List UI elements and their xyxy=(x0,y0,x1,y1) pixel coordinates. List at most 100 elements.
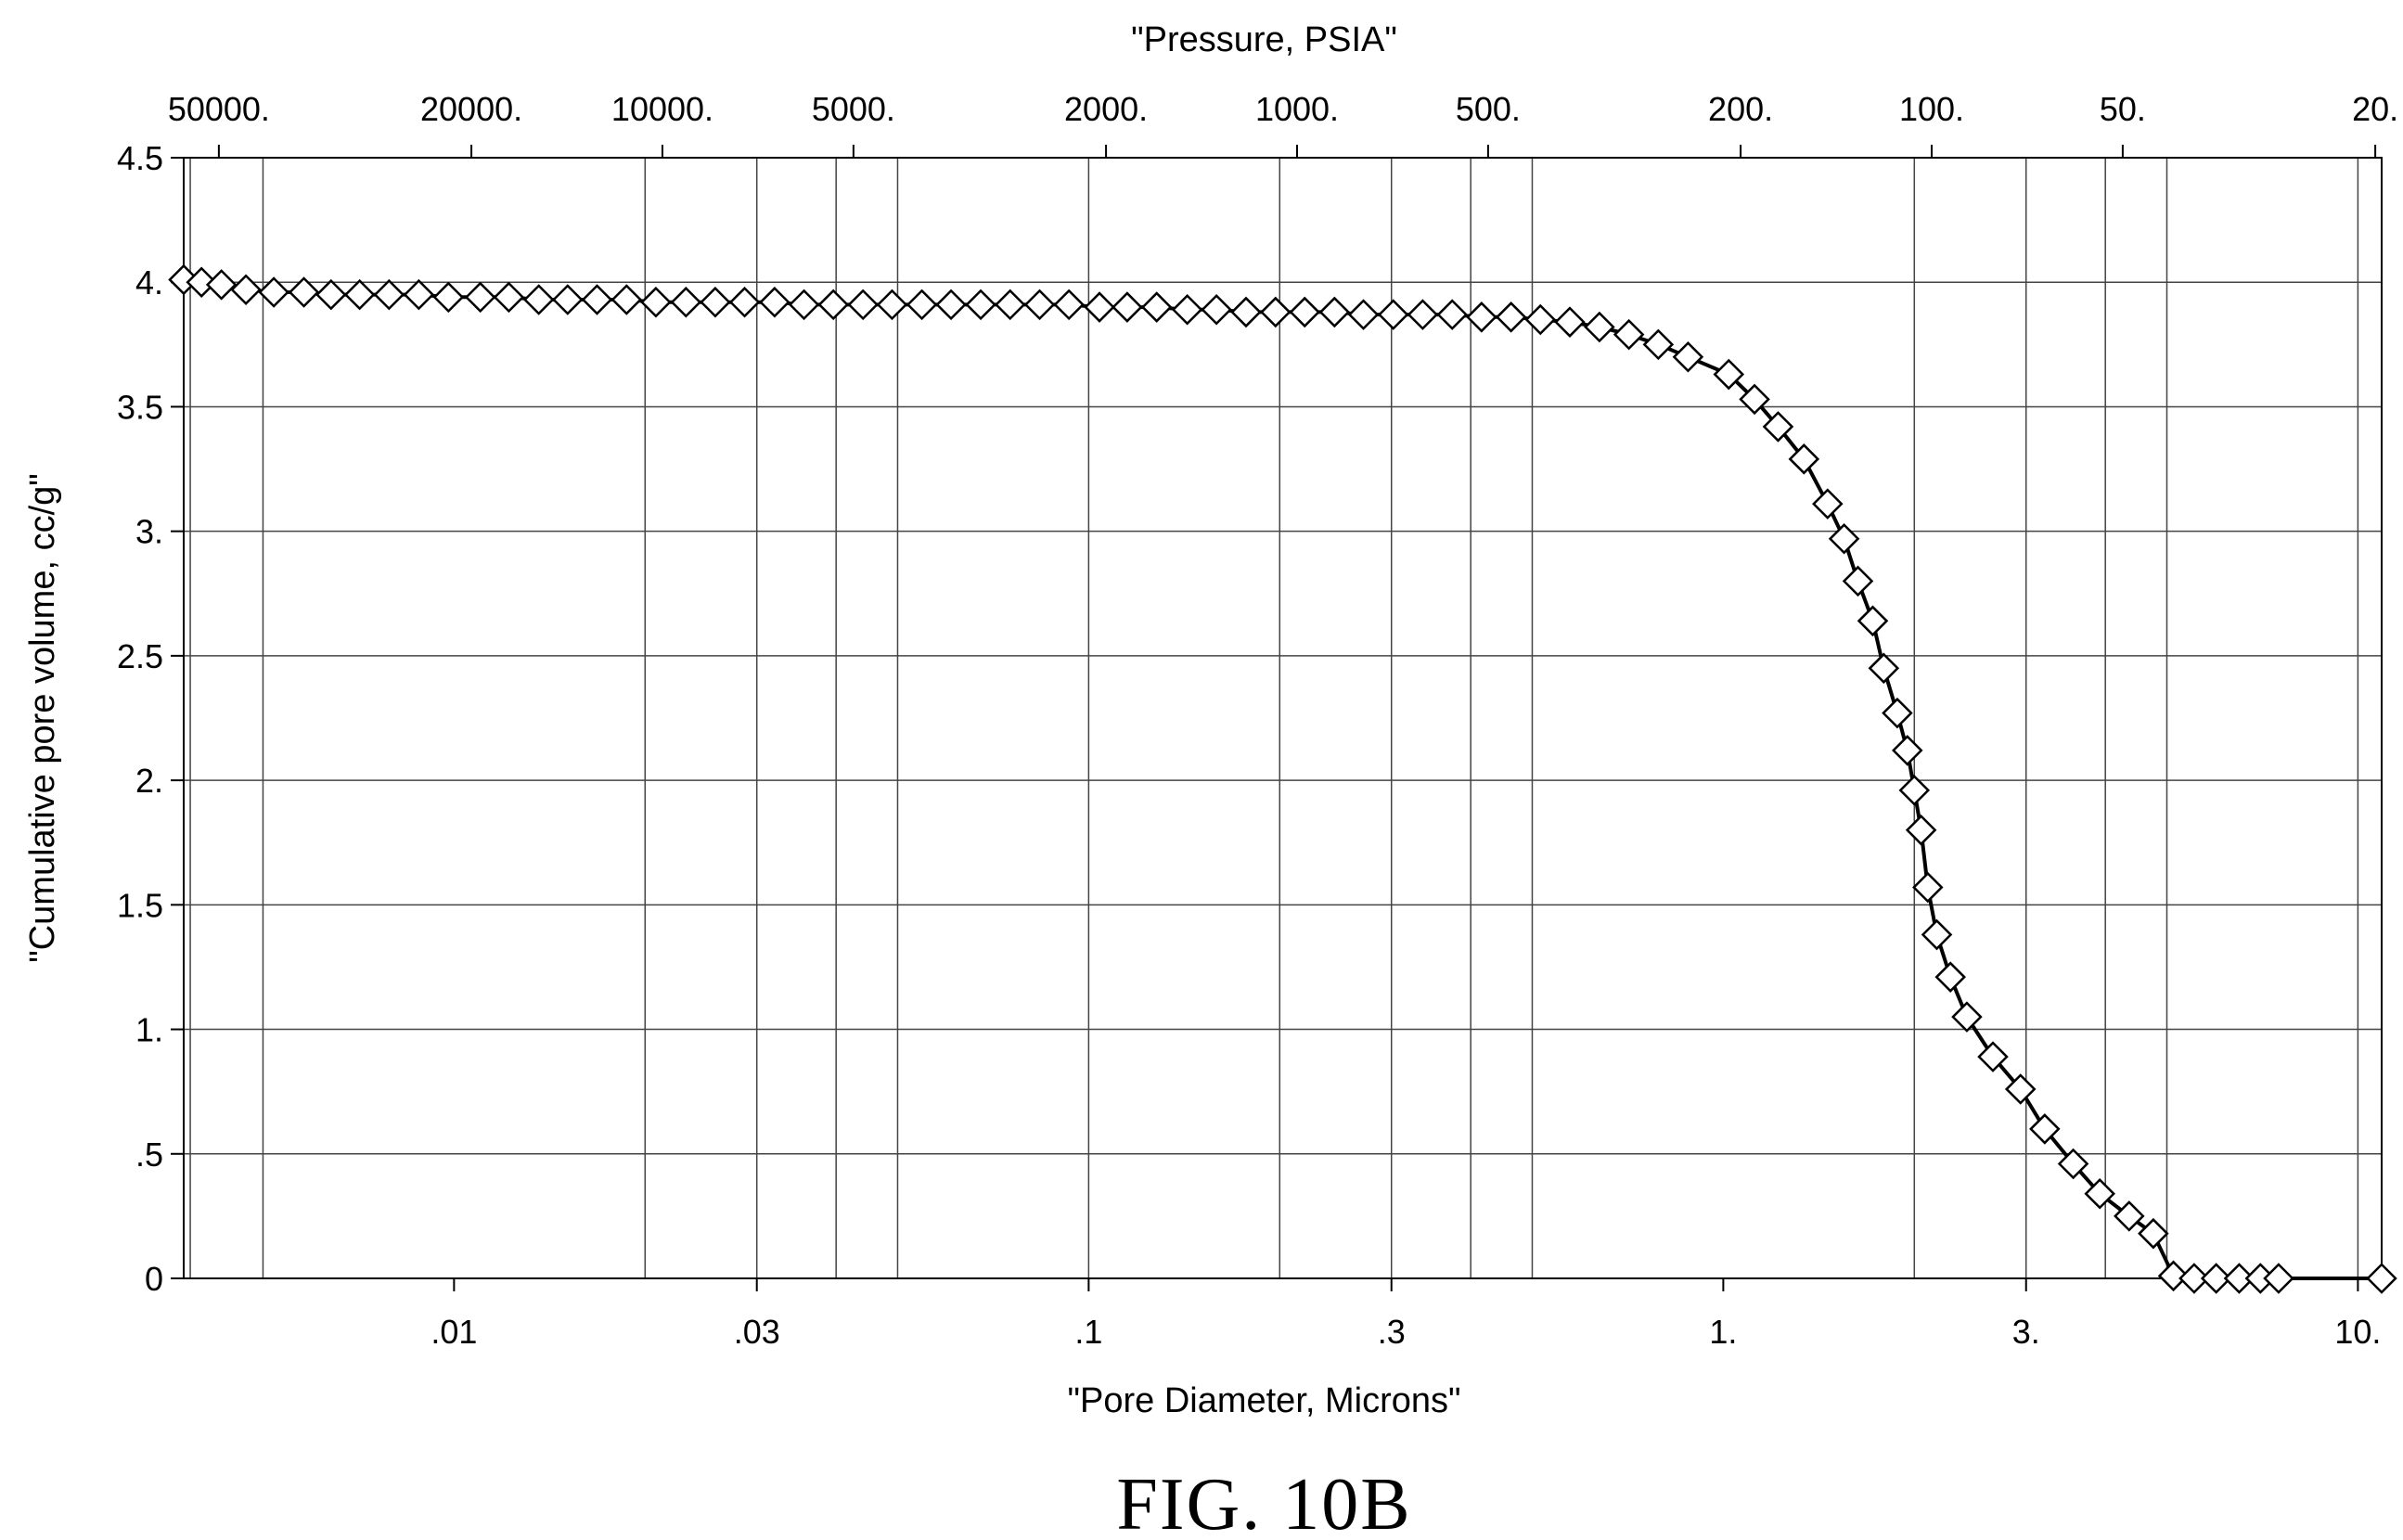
y-axis-title: "Cumulative pore volume, cc/g" xyxy=(23,473,62,963)
data-point-marker xyxy=(258,276,289,308)
data-point-marker xyxy=(670,286,702,318)
data-point-marker xyxy=(935,289,967,321)
x-tick-label: 3. xyxy=(2012,1313,2040,1351)
data-point-marker xyxy=(876,289,908,321)
x2-tick-label: 1000. xyxy=(1255,90,1339,128)
y-tick-label: 4. xyxy=(135,263,163,302)
x-tick-label: 1. xyxy=(1709,1313,1737,1351)
data-point-marker xyxy=(788,289,820,321)
data-point-marker xyxy=(1921,918,1953,951)
data-point-marker xyxy=(581,284,613,315)
data-point-marker xyxy=(2223,1263,2255,1294)
x-tick-label: .03 xyxy=(734,1313,780,1351)
top-axis-title: "Pressure, PSIA" xyxy=(1131,20,1397,59)
data-point-marker xyxy=(728,286,761,318)
data-point-marker xyxy=(186,266,217,298)
data-point-marker xyxy=(2263,1263,2294,1294)
data-point-marker xyxy=(965,289,996,321)
data-point-marker xyxy=(700,286,731,318)
data-point-marker xyxy=(1140,291,1173,323)
data-point-marker xyxy=(315,278,347,311)
data-point-marker xyxy=(1112,291,1143,323)
data-point-marker xyxy=(1377,299,1409,330)
data-point-marker xyxy=(1905,815,1937,846)
data-point-marker xyxy=(2157,1260,2190,1292)
data-point-marker xyxy=(1230,296,1262,328)
data-point-marker xyxy=(1842,565,1874,597)
data-point-marker xyxy=(288,276,320,308)
axes: 0 .5 1. 1.5 2. 2.5 3. 3.5 4. 4.5 .01 .03 .1 .3 1. 3. 10.… xyxy=(117,90,2398,1351)
data-point-marker xyxy=(205,269,238,301)
x2-tick-label: 20000. xyxy=(420,90,522,128)
data-point-marker xyxy=(1882,697,1913,729)
data-point-marker xyxy=(2029,1113,2061,1145)
x2-tick-label: 100. xyxy=(1899,90,1964,128)
data-point-marker xyxy=(1613,318,1645,351)
x-tick-label: .3 xyxy=(1378,1313,1406,1351)
data-point-marker xyxy=(464,281,496,314)
x2-tick-label: 10000. xyxy=(611,90,713,128)
data-point-marker xyxy=(906,289,938,321)
data-point-marker xyxy=(640,286,672,318)
x2-tick-label: 500. xyxy=(1456,90,1521,128)
y-tick-label: 2. xyxy=(135,762,163,800)
plot-area-frame xyxy=(183,157,2383,1279)
data-point-marker xyxy=(1788,443,1820,475)
data-point-marker xyxy=(1524,303,1557,336)
data-point-marker xyxy=(1898,775,1931,806)
data-point-marker xyxy=(1892,735,1923,766)
data-point-marker xyxy=(2084,1177,2115,1210)
y-tick-label: 1.5 xyxy=(117,886,163,924)
data-point-marker xyxy=(610,284,643,315)
x2-tick-label: 50000. xyxy=(168,90,270,128)
data-point-marker xyxy=(1868,652,1900,685)
x-tick-label: 10. xyxy=(2334,1313,2381,1351)
data-point-marker xyxy=(1828,522,1860,555)
data-point-marker xyxy=(2057,1148,2089,1180)
data-point-marker xyxy=(1951,1001,1983,1033)
data-point-marker xyxy=(343,278,376,311)
grid-lines xyxy=(184,157,2382,1279)
data-point-marker xyxy=(1289,296,1321,328)
data-point-marker xyxy=(1171,293,1203,326)
data-point-marker xyxy=(2138,1217,2169,1250)
data-point-marker xyxy=(1201,293,1232,326)
x2-tick-label: 20. xyxy=(2352,90,2398,128)
data-point-marker xyxy=(1977,1041,2009,1072)
data-point-marker xyxy=(1347,299,1380,330)
x2-tick-label: 2000. xyxy=(1064,90,1148,128)
data-point-marker xyxy=(1584,311,1615,343)
data-point-marker xyxy=(1912,871,1944,904)
data-series xyxy=(168,263,2397,1294)
data-point-marker xyxy=(1672,340,1704,373)
data-point-marker xyxy=(1053,289,1085,321)
data-point-marker xyxy=(1642,328,1675,361)
data-point-marker xyxy=(994,289,1026,321)
data-point-marker xyxy=(522,284,555,315)
x2-tick-label: 50. xyxy=(2100,90,2146,128)
data-point-marker xyxy=(1436,299,1468,330)
bottom-axis-title: "Pore Diameter, Microns" xyxy=(1068,1381,1461,1420)
x2-tick-label: 200. xyxy=(1708,90,1773,128)
y-tick-label: 1. xyxy=(135,1011,163,1049)
data-point-marker xyxy=(1466,302,1497,333)
x-tick-label: .01 xyxy=(430,1313,477,1351)
data-point-marker xyxy=(1554,306,1586,338)
data-point-marker xyxy=(817,289,849,321)
data-point-marker xyxy=(847,289,879,321)
y-tick-label: 2.5 xyxy=(117,637,163,675)
data-point-marker xyxy=(1023,289,1056,321)
data-point-marker xyxy=(2114,1200,2145,1232)
y-tick-label: 3. xyxy=(135,513,163,551)
data-point-marker xyxy=(1812,488,1844,520)
figure-caption: FIG. 10B xyxy=(1116,1464,1411,1540)
data-point-marker xyxy=(552,284,584,315)
data-point-marker xyxy=(1495,302,1527,333)
data-point-marker xyxy=(1260,296,1291,328)
data-point-marker xyxy=(759,286,790,318)
data-point-marker xyxy=(2200,1263,2232,1294)
data-point-marker xyxy=(493,281,525,314)
data-point-marker xyxy=(373,278,405,311)
y-tick-label: .5 xyxy=(135,1136,163,1174)
data-point-marker xyxy=(1084,291,1115,323)
